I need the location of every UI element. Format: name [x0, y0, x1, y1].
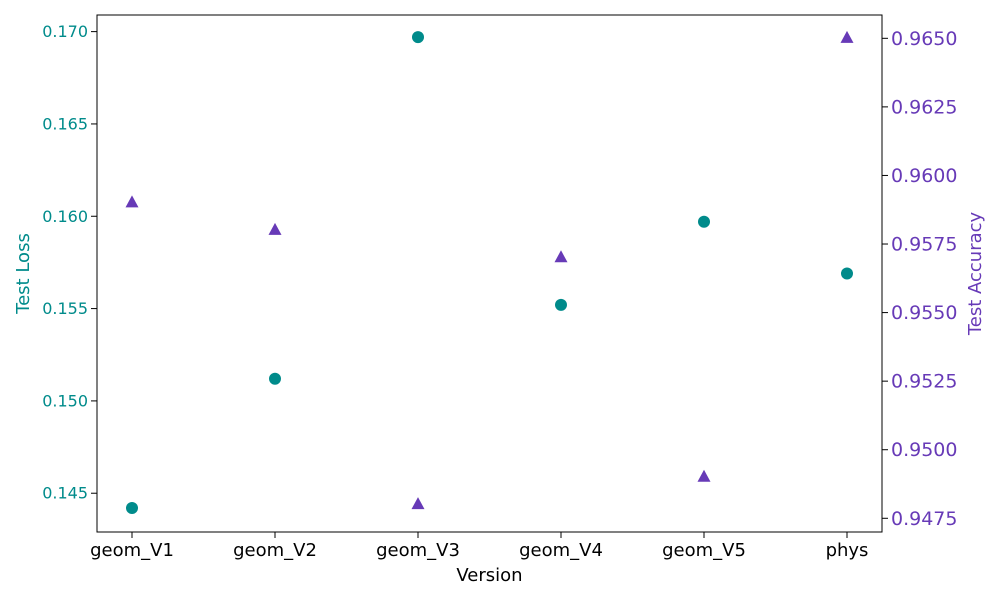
x-axis-label: Version [456, 565, 522, 586]
left-y-axis: 0.145 0.150 0.155 0.160 0.165 0.170 [42, 22, 97, 503]
loss-point [269, 372, 281, 385]
plot-area [125, 30, 854, 514]
accuracy-point [411, 497, 425, 510]
x-tick-label: phys [826, 540, 869, 561]
left-tick-label: 0.165 [42, 114, 88, 133]
right-tick-label: 0.9575 [891, 234, 957, 256]
x-tick-label: geom_V4 [519, 540, 603, 561]
x-axis: geom_V1 geom_V2 geom_V3 geom_V4 geom_V5 phys [90, 532, 868, 561]
loss-point [841, 267, 853, 280]
accuracy-point [125, 195, 139, 208]
loss-point [126, 501, 138, 514]
left-y-axis-label: Test Loss [13, 233, 34, 315]
accuracy-point [554, 250, 568, 263]
right-tick-label: 0.9475 [891, 508, 957, 530]
right-tick-label: 0.9625 [891, 96, 957, 118]
left-tick-label: 0.170 [42, 22, 88, 41]
loss-point [412, 31, 424, 44]
accuracy-point [840, 30, 854, 43]
accuracy-point [268, 222, 282, 235]
x-tick-label: geom_V1 [90, 540, 174, 561]
x-tick-label: geom_V5 [662, 540, 746, 561]
plot-frame [96, 14, 883, 533]
left-tick-label: 0.155 [42, 299, 88, 318]
loss-point [698, 215, 710, 228]
loss-point [555, 298, 567, 311]
accuracy-point [697, 469, 711, 482]
left-tick-label: 0.160 [42, 207, 88, 226]
right-y-axis-label: Test Accuracy [965, 211, 986, 336]
right-tick-label: 0.9550 [891, 302, 957, 324]
left-tick-label: 0.145 [42, 484, 88, 503]
left-tick-label: 0.150 [42, 391, 88, 410]
right-tick-label: 0.9500 [891, 439, 957, 461]
right-tick-label: 0.9650 [891, 28, 957, 50]
right-y-axis: 0.9475 0.9500 0.9525 0.9550 0.9575 0.9600 0.96… [882, 28, 957, 530]
right-tick-label: 0.9600 [891, 165, 957, 187]
x-tick-label: geom_V3 [376, 540, 460, 561]
right-tick-label: 0.9525 [891, 371, 957, 393]
x-tick-label: geom_V2 [233, 540, 317, 561]
